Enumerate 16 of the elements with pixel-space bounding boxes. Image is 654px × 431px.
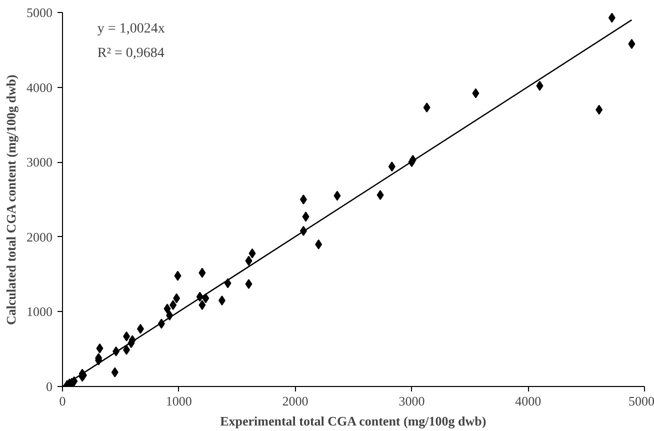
y-tick-label: 4000: [26, 80, 52, 95]
x-tick-label: 5000: [628, 394, 654, 408]
annotation: y = 1,0024x: [97, 21, 165, 36]
x-axis-title: Experimental total CGA content (mg/100g dwb): [220, 414, 486, 428]
x-tick-label: 1000: [166, 394, 192, 408]
y-tick-label: 5000: [26, 5, 52, 20]
y-tick-label: 2000: [26, 229, 52, 244]
x-tick-label: 4000: [515, 394, 542, 408]
annotation: R² = 0,9684: [97, 46, 164, 62]
y-tick-label: 3000: [26, 154, 52, 170]
x-tick-label: 2000: [282, 394, 308, 408]
x-tick-label: 0: [59, 394, 66, 408]
y-tick-label: 1000: [26, 304, 52, 320]
x-tick-label: 3000: [398, 394, 425, 408]
y-tick-label: 0: [46, 379, 52, 394]
y-axis-title: Calculated total CGA content (mg/100g dwb): [4, 74, 18, 325]
